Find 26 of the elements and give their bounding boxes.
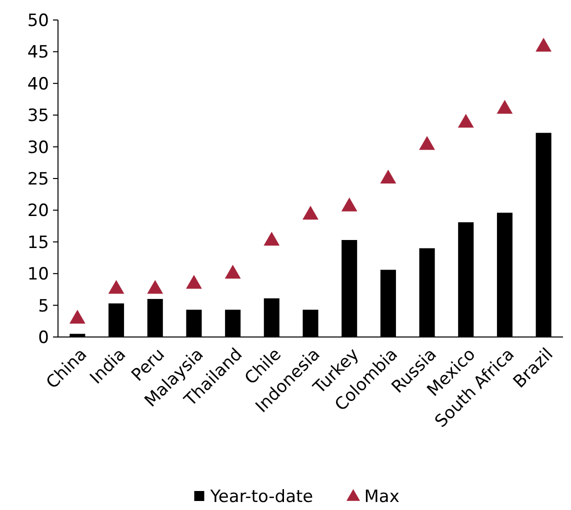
point (224, 264, 241, 279)
point (69, 310, 86, 324)
point (458, 114, 474, 128)
point (341, 198, 358, 212)
y-tick-label: 10 (27, 264, 49, 285)
point (264, 232, 280, 246)
legend-label: Max (364, 486, 400, 507)
point (496, 100, 513, 114)
y-tick-label: 0 (38, 328, 49, 348)
legend-label: Year-to-date (209, 486, 314, 507)
point (380, 170, 396, 184)
y-tick-label: 20 (27, 201, 49, 222)
y-tick-label: 25 (27, 169, 49, 190)
y-tick-label: 35 (27, 106, 49, 126)
point (186, 274, 202, 289)
y-tick-label: 30 (27, 138, 49, 158)
point (108, 280, 124, 294)
y-tick-label: 50 (27, 10, 49, 31)
y-tick-label: 15 (27, 232, 49, 253)
point (419, 136, 436, 150)
point (147, 280, 164, 294)
y-tick-label: 40 (27, 74, 49, 94)
point (536, 38, 552, 52)
point (302, 206, 318, 220)
y-tick-label: 5 (38, 296, 49, 316)
y-tick-label: 45 (27, 42, 49, 63)
